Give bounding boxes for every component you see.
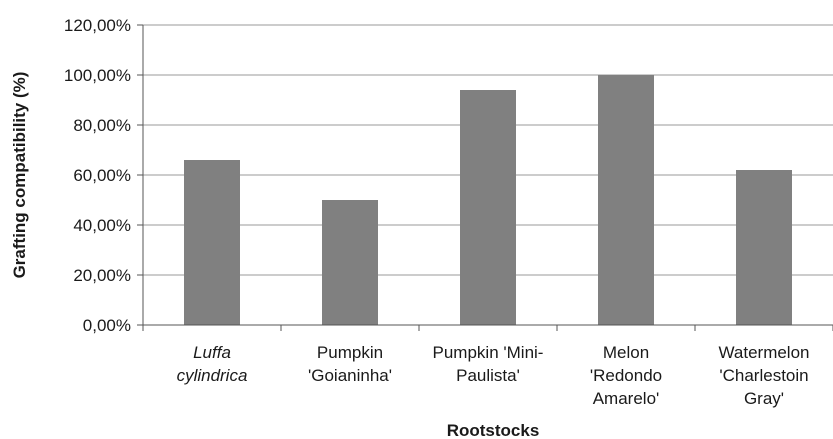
axes	[137, 24, 833, 331]
y-tick-label: 100,00%	[64, 66, 131, 85]
y-tick-label: 40,00%	[73, 216, 131, 235]
y-axis-title: Grafting compatibility (%)	[10, 72, 29, 279]
bar	[598, 75, 654, 325]
bar	[322, 200, 378, 325]
y-tick-label: 0,00%	[83, 316, 131, 335]
x-tick-labels: Luffa cylindrica Pumpkin 'Goianinha' Pumpkin…	[177, 343, 810, 408]
bars	[184, 75, 792, 325]
x-tick-label: Pumpkin 'Goianinha'	[308, 343, 392, 385]
y-tick-labels: 0,00% 20,00% 40,00% 60,00% 80,00% 100,00% 120,…	[64, 16, 131, 335]
x-tick-label: Watermelon 'Charlestoin Gray'	[718, 343, 809, 408]
y-tick-label: 20,00%	[73, 266, 131, 285]
y-tick-label: 60,00%	[73, 166, 131, 185]
bar	[736, 170, 792, 325]
y-tick-label: 120,00%	[64, 16, 131, 35]
x-axis-title: Rootstocks	[447, 421, 540, 439]
x-tick-label: Pumpkin 'Mini-Paulista'	[433, 343, 544, 385]
y-tick-label: 80,00%	[73, 116, 131, 135]
x-tick-label: Luffa cylindrica	[177, 343, 248, 385]
bar	[460, 90, 516, 325]
x-tick-label: Melon 'Redondo Amarelo'	[590, 343, 662, 408]
bar	[184, 160, 240, 325]
